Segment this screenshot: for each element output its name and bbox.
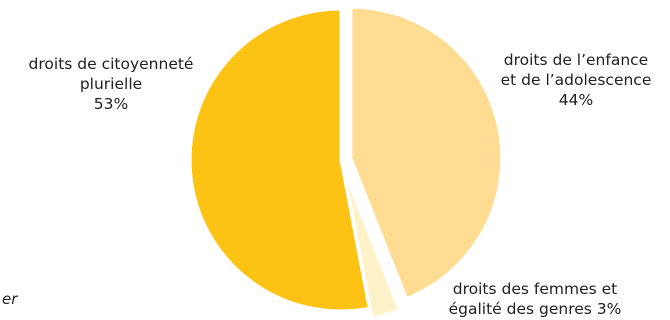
slice-label-women-line-2: égalité des genres 3% bbox=[432, 299, 638, 319]
slice-label-childhood-line-1: droits de l’enfance bbox=[478, 50, 670, 70]
slice-label-women-line-1: droits des femmes et bbox=[432, 279, 638, 299]
slice-label-citizenship-line-2: plurielle bbox=[8, 74, 214, 94]
cropped-text-fragment: er bbox=[2, 290, 17, 308]
slice-label-women: droits des femmes et égalité des genres … bbox=[432, 279, 638, 319]
pie-slices bbox=[190, 7, 502, 318]
slice-label-citizenship-line-3: 53% bbox=[8, 94, 214, 114]
slice-label-childhood-line-2: et de l’adolescence bbox=[478, 70, 670, 90]
slice-label-childhood: droits de l’enfance et de l’adolescence … bbox=[478, 50, 670, 110]
slice-label-citizenship: droits de citoyenneté plurielle 53% bbox=[8, 54, 214, 114]
slice-label-citizenship-line-1: droits de citoyenneté bbox=[8, 54, 214, 74]
pie-slice-citizenship bbox=[190, 9, 369, 311]
slice-label-childhood-line-3: 44% bbox=[478, 90, 670, 110]
